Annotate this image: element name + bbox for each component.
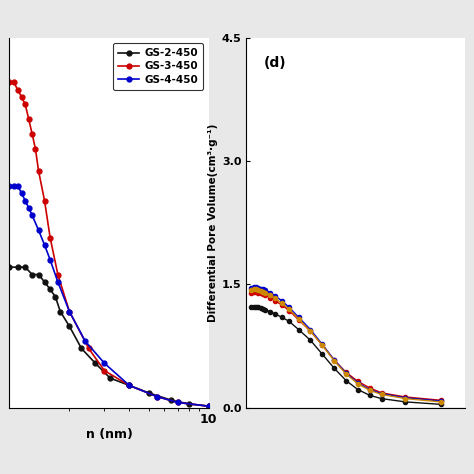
Line: GS-3-450: GS-3-450 xyxy=(7,80,211,409)
X-axis label: n (nm): n (nm) xyxy=(86,428,132,441)
GS-3-450 xyxy=(22,101,28,107)
GS-3-450 xyxy=(127,383,132,388)
GS-3-450 xyxy=(154,394,160,400)
GS-4-450 xyxy=(36,228,41,233)
Legend: GS-2-450, GS-3-450, GS-4-450: GS-2-450, GS-3-450, GS-4-450 xyxy=(113,43,203,90)
GS-3-450 xyxy=(18,94,24,100)
GS-2-450 xyxy=(53,294,58,300)
GS-2-450 xyxy=(7,264,12,270)
GS-4-450 xyxy=(66,309,72,314)
GS-2-450 xyxy=(186,401,192,407)
GS-2-450 xyxy=(36,272,41,277)
GS-3-450 xyxy=(42,198,47,203)
GS-3-450 xyxy=(36,168,41,174)
GS-2-450 xyxy=(15,264,20,270)
Text: (d): (d) xyxy=(264,56,287,71)
GS-3-450 xyxy=(66,309,72,314)
GS-4-450 xyxy=(82,338,88,344)
GS-4-450 xyxy=(42,242,47,248)
GS-3-450 xyxy=(26,117,32,122)
GS-2-450 xyxy=(107,375,113,381)
GS-3-450 xyxy=(15,87,20,92)
GS-2-450 xyxy=(42,279,47,285)
GS-4-450 xyxy=(29,212,35,218)
GS-3-450 xyxy=(29,131,35,137)
GS-2-450 xyxy=(57,309,63,314)
GS-4-450 xyxy=(55,279,61,285)
Y-axis label: Differential Pore Volume(cm³·g⁻¹): Differential Pore Volume(cm³·g⁻¹) xyxy=(208,124,218,322)
GS-2-450 xyxy=(92,360,98,366)
GS-3-450 xyxy=(11,80,17,85)
GS-3-450 xyxy=(47,235,53,240)
GS-4-450 xyxy=(15,183,20,189)
GS-2-450 xyxy=(22,264,28,270)
GS-3-450 xyxy=(33,146,38,152)
GS-3-450 xyxy=(55,272,61,277)
GS-3-450 xyxy=(86,346,91,351)
GS-4-450 xyxy=(206,403,211,409)
GS-4-450 xyxy=(18,191,24,196)
GS-4-450 xyxy=(22,198,28,203)
GS-3-450 xyxy=(7,80,12,85)
GS-4-450 xyxy=(154,394,160,400)
GS-4-450 xyxy=(127,383,132,388)
GS-2-450 xyxy=(29,272,35,277)
GS-4-450 xyxy=(26,205,32,211)
Line: GS-2-450: GS-2-450 xyxy=(7,264,211,409)
GS-2-450 xyxy=(127,383,132,388)
GS-2-450 xyxy=(47,286,53,292)
GS-2-450 xyxy=(146,390,152,396)
GS-2-450 xyxy=(79,346,84,351)
GS-3-450 xyxy=(101,368,107,374)
GS-3-450 xyxy=(175,400,181,405)
GS-2-450 xyxy=(168,397,174,403)
GS-2-450 xyxy=(206,403,211,409)
GS-3-450 xyxy=(206,403,211,409)
GS-2-450 xyxy=(66,323,72,329)
GS-4-450 xyxy=(175,400,181,405)
GS-4-450 xyxy=(101,360,107,366)
Line: GS-4-450: GS-4-450 xyxy=(7,183,211,409)
GS-4-450 xyxy=(7,183,12,189)
GS-4-450 xyxy=(11,183,17,189)
GS-4-450 xyxy=(47,257,53,263)
